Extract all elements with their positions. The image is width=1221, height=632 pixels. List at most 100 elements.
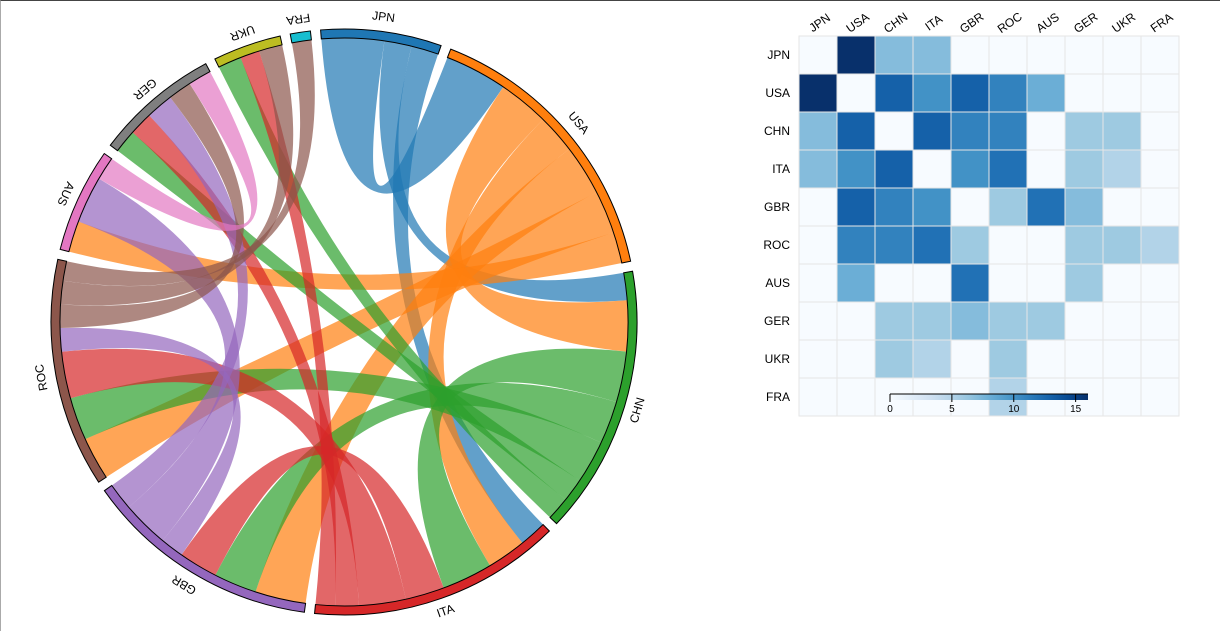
heatmap-cell-ger-chn xyxy=(874,301,914,341)
heatmap-cell-ger-ukr xyxy=(1102,301,1142,341)
row-label-aus: AUS xyxy=(765,276,790,290)
ribbon-chn-gbr xyxy=(215,382,617,592)
heatmap-cell-ukr-ita xyxy=(912,339,952,379)
heatmap-cell-ita-gbr xyxy=(950,149,990,189)
heatmap-cell-ita-ukr xyxy=(1102,149,1142,189)
heatmap-cell-ita-jpn xyxy=(798,149,838,189)
heatmap-cell-roc-fra xyxy=(1140,225,1180,265)
heatmap-cell-usa-roc xyxy=(988,73,1028,113)
row-label-roc: ROC xyxy=(763,238,790,252)
heatmap-cell-ger-aus xyxy=(1026,301,1066,341)
row-label-gbr: GBR xyxy=(764,200,790,214)
heatmap-cell-fra-usa xyxy=(836,377,876,417)
heatmap-cell-jpn-ita xyxy=(912,35,952,75)
heatmap-cell-aus-ita xyxy=(912,263,952,303)
row-label-chn: CHN xyxy=(764,124,790,138)
heatmap-cell-jpn-gbr xyxy=(950,35,990,75)
row-label-usa: USA xyxy=(765,86,790,100)
column-label-ita: ITA xyxy=(922,12,945,34)
ribbon-chn-roc xyxy=(70,368,602,481)
heatmap-cell-ita-ita xyxy=(912,149,952,189)
heatmap-cell-ger-ger xyxy=(1064,301,1104,341)
heatmap-cell-ger-usa xyxy=(836,301,876,341)
heatmap-cell-roc-gbr xyxy=(950,225,990,265)
heatmap-cell-ita-ger xyxy=(1064,149,1104,189)
group-label-ita: ITA xyxy=(435,601,456,620)
legend-tick-15: 15 xyxy=(1070,404,1082,415)
heatmap-cell-usa-aus xyxy=(1026,73,1066,113)
row-label-jpn: JPN xyxy=(767,48,790,62)
ribbon-jpn-usa xyxy=(321,38,504,194)
heatmap-cell-jpn-usa xyxy=(836,35,876,75)
heatmap-cell-ukr-aus xyxy=(1026,339,1066,379)
heatmap-cell-jpn-fra xyxy=(1140,35,1180,75)
arc-gbr xyxy=(103,484,307,613)
heatmap-cell-chn-roc xyxy=(988,111,1028,151)
heatmap-cell-ita-fra xyxy=(1140,149,1180,189)
heatmap-cell-jpn-aus xyxy=(1026,35,1066,75)
heatmap-cell-ukr-gbr xyxy=(950,339,990,379)
heatmap-cell-gbr-ukr xyxy=(1102,187,1142,227)
heatmap-cell-aus-jpn xyxy=(798,263,838,303)
heatmap-cell-ukr-ger xyxy=(1064,339,1104,379)
heatmap-cell-usa-chn xyxy=(874,73,914,113)
heatmap-cell-chn-chn xyxy=(874,111,914,151)
heatmap-cell-chn-ukr xyxy=(1102,111,1142,151)
heatmap-cell-aus-ukr xyxy=(1102,263,1142,303)
row-label-ukr: UKR xyxy=(765,352,791,366)
arc-aus xyxy=(59,152,113,253)
heatmap-cell-gbr-ger xyxy=(1064,187,1104,227)
heatmap-cell-ukr-chn xyxy=(874,339,914,379)
heatmap-cell-gbr-roc xyxy=(988,187,1028,227)
group-label-jpn: JPN xyxy=(371,8,395,25)
legend-tick-5: 5 xyxy=(949,404,955,415)
heatmap-cell-usa-usa xyxy=(836,73,876,113)
heatmap-cell-aus-roc xyxy=(988,263,1028,303)
group-label-usa: USA xyxy=(565,109,592,137)
heatmap-cell-jpn-roc xyxy=(988,35,1028,75)
heatmap-cell-chn-gbr xyxy=(950,111,990,151)
arc-ita xyxy=(313,523,551,616)
heatmap: JPN USA CHN ITA GBR ROC AUS GER UKR FRA JPN USA CHN I… xyxy=(763,9,1180,417)
heatmap-cell-ukr-ukr xyxy=(1102,339,1142,379)
heatmap-cell-ita-roc xyxy=(988,149,1028,189)
arc-chn xyxy=(549,270,638,525)
ribbon-usa-chn xyxy=(445,86,628,352)
heatmap-cell-ger-roc xyxy=(988,301,1028,341)
ribbon-ita-gbr xyxy=(181,446,444,600)
ribbon-chn-ukr xyxy=(218,57,566,518)
ribbon-jpn-chn xyxy=(379,40,628,302)
heatmap-cell-ger-gbr xyxy=(950,301,990,341)
arc-ukr xyxy=(214,35,283,68)
heatmap-cell-roc-ger xyxy=(1064,225,1104,265)
ribbon-usa-gbr xyxy=(255,149,597,604)
heatmap-cell-roc-roc xyxy=(988,225,1028,265)
heatmap-cell-usa-ukr xyxy=(1102,73,1142,113)
column-label-ukr: UKR xyxy=(1109,10,1138,36)
column-label-aus: AUS xyxy=(1034,10,1062,36)
heatmap-cell-gbr-jpn xyxy=(798,187,838,227)
heatmap-cell-ita-aus xyxy=(1026,149,1066,189)
heatmap-cell-chn-aus xyxy=(1026,111,1066,151)
heatmap-cell-ita-usa xyxy=(836,149,876,189)
heatmap-cell-ukr-jpn xyxy=(798,339,838,379)
heatmap-cell-roc-usa xyxy=(836,225,876,265)
heatmap-cell-jpn-jpn xyxy=(798,35,838,75)
heatmap-cell-aus-gbr xyxy=(950,263,990,303)
heatmap-cell-jpn-ger xyxy=(1064,35,1104,75)
heatmap-cell-roc-aus xyxy=(1026,225,1066,265)
heatmap-cell-usa-jpn xyxy=(798,73,838,113)
ribbon-roc-ukr xyxy=(60,44,294,306)
heatmap-cell-aus-aus xyxy=(1026,263,1066,303)
heatmap-cell-chn-fra xyxy=(1140,111,1180,151)
heatmap-cell-roc-chn xyxy=(874,225,914,265)
group-label-chn: CHN xyxy=(627,396,648,425)
column-label-gbr: GBR xyxy=(957,9,987,36)
heatmap-cell-ger-jpn xyxy=(798,301,838,341)
legend-tick-10: 10 xyxy=(1008,404,1020,415)
ribbon-jpn-ita xyxy=(393,46,544,543)
row-label-fra: FRA xyxy=(766,390,790,404)
group-label-gbr: GBR xyxy=(169,572,199,598)
heatmap-cell-chn-ger xyxy=(1064,111,1104,151)
